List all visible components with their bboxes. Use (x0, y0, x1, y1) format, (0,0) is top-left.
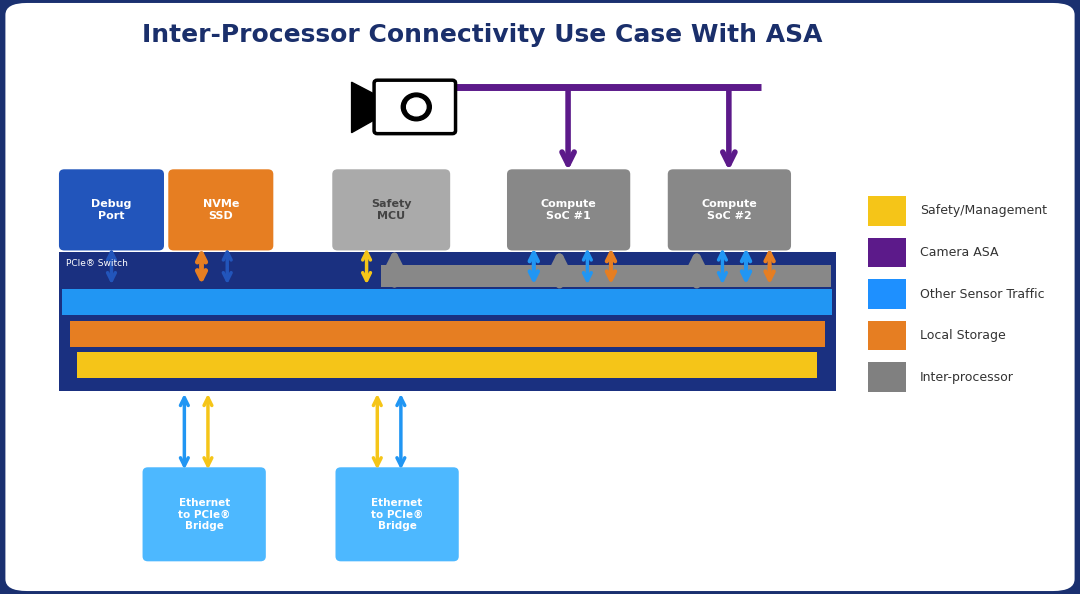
Text: Safety/Management: Safety/Management (920, 204, 1047, 217)
Circle shape (407, 98, 426, 116)
Text: Ethernet
to PCIe®
Bridge: Ethernet to PCIe® Bridge (178, 498, 230, 531)
FancyBboxPatch shape (63, 289, 832, 315)
FancyBboxPatch shape (507, 169, 631, 251)
Text: Debug
Port: Debug Port (92, 199, 132, 221)
Text: PCIe® Switch: PCIe® Switch (67, 260, 129, 268)
Circle shape (402, 93, 431, 121)
Text: Camera ASA: Camera ASA (920, 246, 998, 259)
FancyBboxPatch shape (143, 467, 266, 561)
FancyBboxPatch shape (168, 169, 273, 251)
Text: Local Storage: Local Storage (920, 329, 1005, 342)
FancyBboxPatch shape (868, 362, 906, 392)
FancyBboxPatch shape (59, 169, 164, 251)
Text: Ethernet
to PCIe®
Bridge: Ethernet to PCIe® Bridge (370, 498, 423, 531)
FancyBboxPatch shape (868, 196, 906, 226)
Text: Inter-processor: Inter-processor (920, 371, 1013, 384)
FancyBboxPatch shape (868, 321, 906, 350)
FancyBboxPatch shape (868, 279, 906, 309)
Polygon shape (352, 82, 376, 132)
FancyBboxPatch shape (667, 169, 791, 251)
FancyBboxPatch shape (868, 238, 906, 267)
FancyBboxPatch shape (374, 80, 456, 134)
FancyBboxPatch shape (380, 266, 831, 287)
Text: Inter-Processor Connectivity Use Case With ASA: Inter-Processor Connectivity Use Case Wi… (143, 23, 823, 47)
Text: Compute
SoC #1: Compute SoC #1 (541, 199, 596, 221)
Text: Safety
MCU: Safety MCU (370, 199, 411, 221)
Text: Other Sensor Traffic: Other Sensor Traffic (920, 287, 1044, 301)
FancyBboxPatch shape (336, 467, 459, 561)
FancyBboxPatch shape (70, 321, 825, 346)
Text: Compute
SoC #2: Compute SoC #2 (702, 199, 757, 221)
FancyBboxPatch shape (77, 352, 816, 378)
Text: NVMe
SSD: NVMe SSD (203, 199, 239, 221)
FancyBboxPatch shape (333, 169, 450, 251)
FancyBboxPatch shape (59, 252, 836, 391)
